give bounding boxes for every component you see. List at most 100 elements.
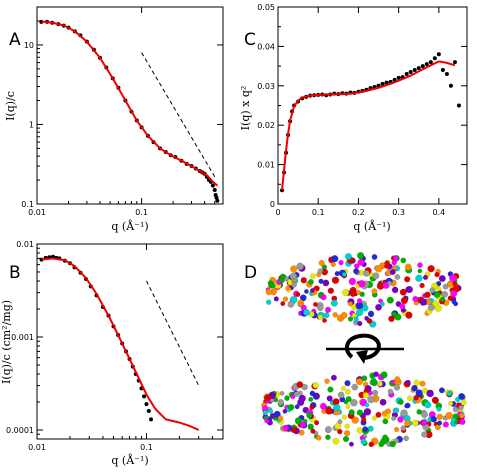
structure-bead [355, 378, 364, 386]
structure-bead [277, 415, 284, 421]
panel-c-y-tick-label: 0.05 [257, 3, 275, 12]
panel-c-y-tick-label: 0.02 [257, 121, 275, 130]
panel-b-y-tick-label: 0.01 [16, 240, 34, 249]
structure-bead [386, 296, 394, 304]
structure-bead [294, 404, 300, 410]
structure-bead [332, 437, 340, 445]
structure-bead [263, 394, 272, 402]
structure-bead [424, 291, 431, 299]
structure-bead [362, 392, 370, 399]
structure-bead [429, 287, 436, 294]
panel-c-series [280, 52, 461, 193]
structure-bead [417, 268, 423, 274]
panel-b-frame [36, 243, 224, 440]
panel-c-frame [277, 6, 468, 205]
structure-bead [345, 404, 351, 409]
structure-bead [455, 396, 461, 403]
panel-c-axes: 0 0.1 0.2 0.3 0.4 0 0.01 0.02 0.03 0.04 0.05 [257, 3, 467, 217]
structure-bead [309, 404, 315, 410]
structure-bead [334, 271, 340, 277]
structure-bead [378, 441, 385, 448]
structure-bead [333, 404, 341, 412]
structure-bead [460, 399, 467, 406]
panel-b-y-tick-label: 0.001 [11, 333, 34, 342]
panel-c-x-axis-label: q (Å⁻¹) [353, 219, 390, 233]
structure-bead [449, 274, 457, 282]
panel-a-x-tick-label: 0.1 [135, 208, 148, 217]
structure-bead [287, 403, 295, 411]
structure-bead [458, 412, 465, 419]
structure-bead [384, 263, 390, 269]
structure-bead [351, 416, 359, 424]
structure-bead [327, 386, 334, 393]
panel-b-y-axis-label: I(q)/c (cm²/mg) [0, 300, 13, 384]
panel-a-series [39, 19, 220, 203]
structure-bead [375, 303, 382, 311]
structure-bead [362, 426, 369, 432]
structure-bead [367, 395, 375, 404]
structure-bead [400, 296, 409, 305]
panel-c-y-tick-label: 0.04 [257, 42, 275, 51]
structure-bead [347, 316, 354, 322]
structure-bead [458, 392, 465, 400]
structure-bead [344, 423, 350, 429]
structure-bead [372, 389, 379, 396]
structure-bead [421, 419, 428, 426]
panel-c-data-point [424, 62, 429, 67]
structure-bead [422, 387, 429, 394]
structure-bead [284, 395, 290, 401]
structure-bead [405, 379, 411, 386]
structure-bead [344, 430, 351, 437]
structure-bead [371, 254, 378, 260]
structure-bead [265, 288, 273, 296]
panel-a-y-tick-label: 10 [24, 41, 34, 50]
structure-bead [453, 301, 459, 307]
structure-bead [287, 300, 295, 308]
panel-b-x-axis-label: q (Å⁻¹) [111, 453, 148, 467]
structure-bead [337, 428, 343, 435]
structure-bead [399, 303, 406, 310]
structure-bead [381, 410, 388, 417]
structure-bead [439, 296, 446, 303]
structure-bead [300, 304, 307, 311]
structure-bead [446, 390, 453, 397]
structure-bead [290, 393, 296, 400]
structure-bead [349, 289, 357, 297]
structure-bead [299, 421, 307, 429]
panel-a-y-tick-label: 1 [29, 120, 34, 129]
structure-bead [296, 262, 304, 271]
structure-bead [325, 407, 333, 415]
structure-bead [447, 295, 454, 302]
structure-bead [351, 383, 359, 391]
structure-bead [309, 390, 316, 397]
structure-bead [403, 419, 411, 427]
structure-bead [404, 263, 412, 271]
structure-bead [450, 290, 458, 297]
structure-bead [307, 423, 314, 430]
structure-bead [356, 308, 364, 317]
structure-bead [458, 405, 464, 411]
panel-b: B 0.01 0.1 0.0001 0.001 0.01 q (Å⁻¹) I(q)/c … [0, 240, 224, 467]
panel-c-data-point [380, 81, 385, 86]
structure-bead [362, 269, 370, 277]
structure-bead [353, 317, 359, 323]
structure-bead [394, 313, 402, 321]
structure-bead [405, 311, 413, 319]
structure-bead [297, 299, 305, 307]
panel-a-power-law-guide [141, 52, 216, 178]
structure-bead [387, 280, 393, 286]
structure-bead [413, 394, 419, 401]
panel-a-data-point [215, 198, 220, 203]
structure-bead [280, 301, 286, 307]
structure-bead [344, 252, 352, 260]
structure-bead [310, 428, 316, 434]
structure-bead [262, 410, 269, 416]
structure-bead [393, 407, 400, 413]
structure-bead [427, 304, 435, 312]
structure-bead [343, 399, 349, 405]
structure-bead [320, 294, 327, 301]
structure-bead [412, 295, 419, 303]
structure-bead [317, 314, 323, 320]
structure-bead [389, 268, 396, 276]
